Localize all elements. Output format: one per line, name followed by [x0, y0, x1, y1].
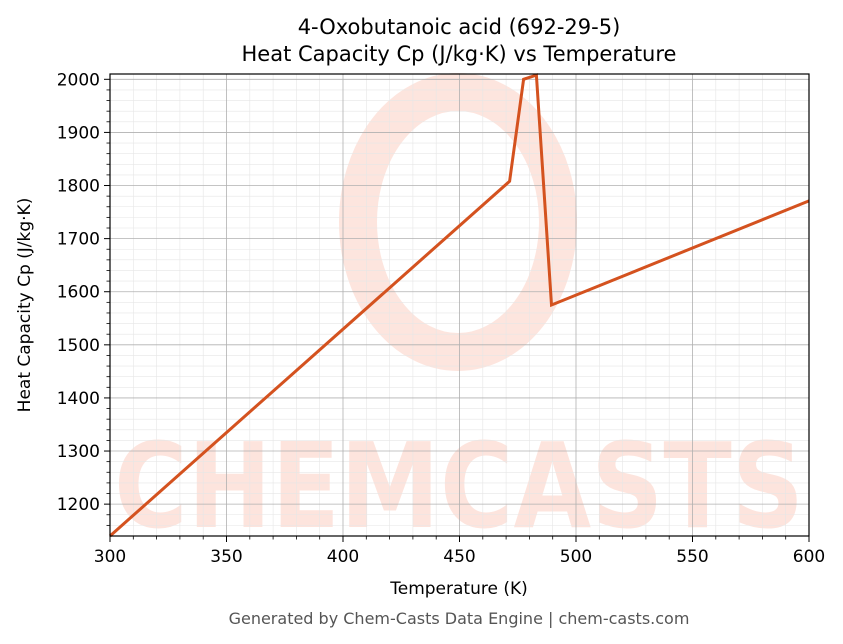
y-tick-label: 1900 [57, 123, 100, 143]
footer-credit: Generated by Chem-Casts Data Engine | ch… [229, 609, 690, 628]
major-grid [109, 74, 810, 536]
x-tick-label: 300 [94, 547, 126, 567]
y-tick-labels: 1200 1300 1400 1500 1600 1700 1800 1900 2000 [57, 70, 100, 515]
axis-ticks [104, 78, 810, 542]
x-tick-label: 500 [560, 547, 592, 567]
x-tick-label: 450 [443, 547, 475, 567]
chart-title-line2: Heat Capacity Cp (J/kg·K) vs Temperature [242, 42, 677, 66]
y-tick-label: 1700 [57, 230, 100, 250]
series-line-heat-capacity [109, 73, 810, 538]
y-tick-label: 1300 [57, 442, 100, 462]
y-tick-label: 2000 [57, 70, 100, 90]
y-tick-label: 1500 [57, 336, 100, 356]
y-tick-label: 1600 [57, 283, 100, 303]
x-tick-labels: 300 350 400 450 500 550 600 [94, 547, 825, 567]
chart-title-line1: 4-Oxobutanoic acid (692-29-5) [298, 15, 621, 39]
x-tick-label: 400 [327, 547, 359, 567]
y-tick-label: 1800 [57, 177, 100, 197]
y-axis-label: Heat Capacity Cp (J/kg·K) [15, 198, 35, 413]
x-tick-label: 350 [210, 547, 242, 567]
y-tick-label: 1400 [57, 389, 100, 409]
chemcasts-watermark: CHEMCASTS [114, 73, 804, 555]
watermark-text: CHEMCASTS [114, 417, 804, 555]
y-tick-label: 1200 [57, 495, 100, 515]
x-axis-label: Temperature (K) [389, 579, 528, 599]
x-tick-label: 600 [793, 547, 825, 567]
x-tick-label: 550 [676, 547, 708, 567]
